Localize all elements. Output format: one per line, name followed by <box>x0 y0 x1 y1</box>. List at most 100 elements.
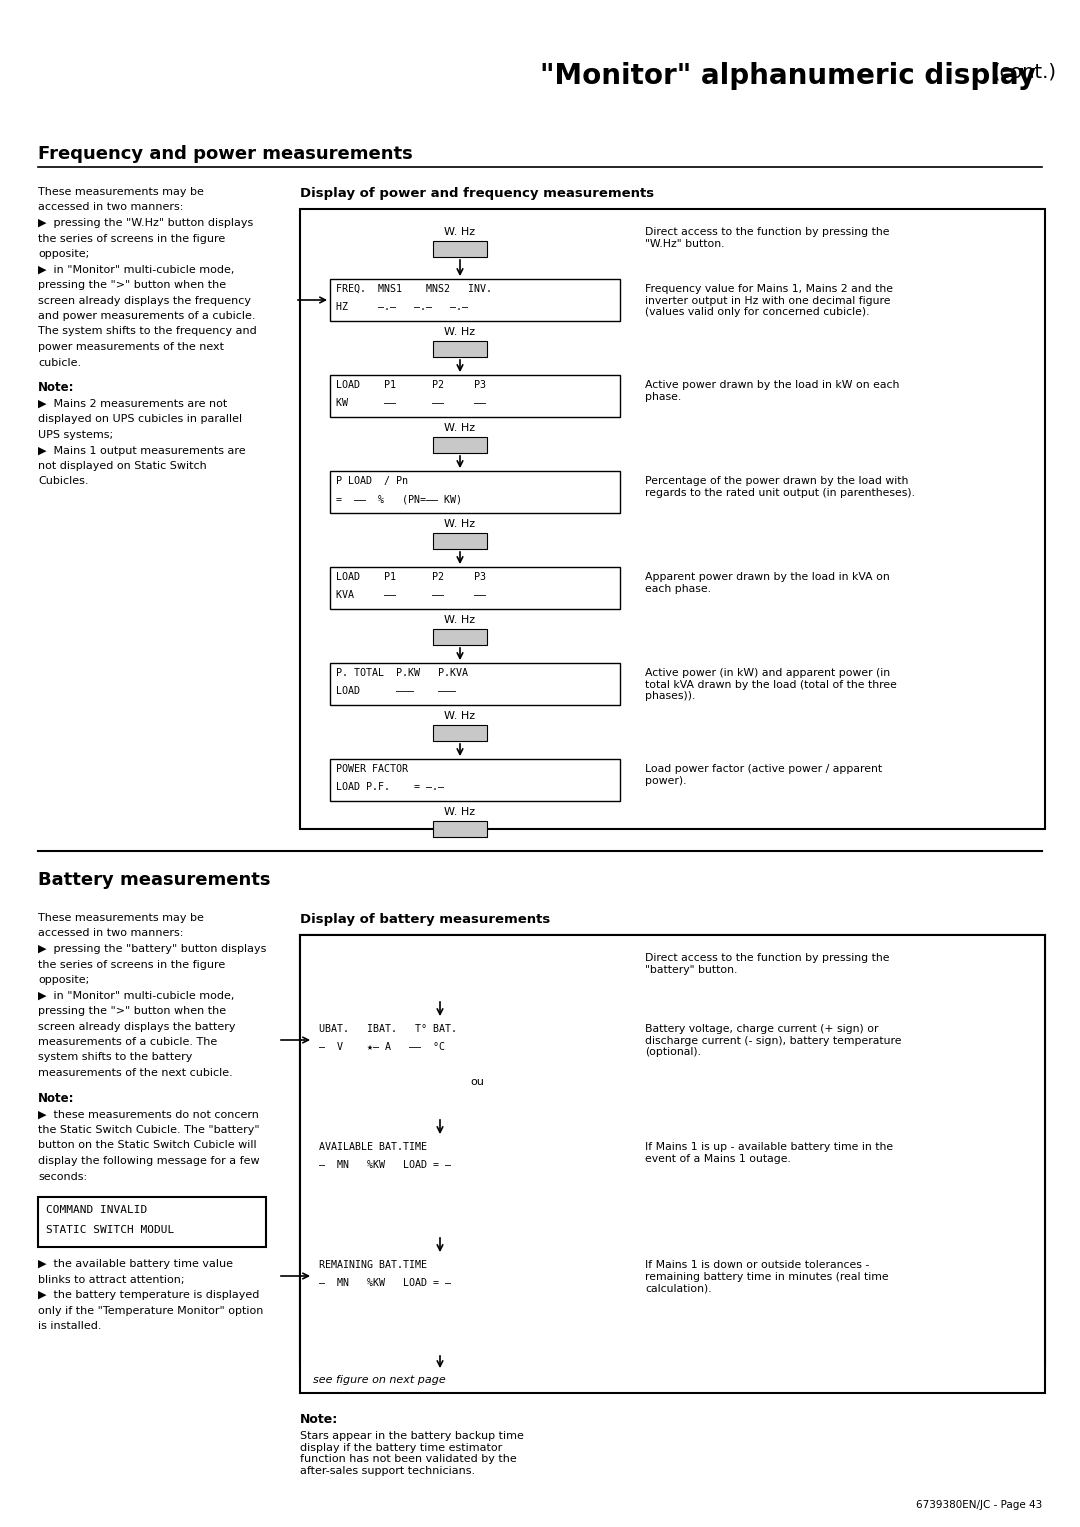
Text: Direct access to the function by pressing the
"battery" button.: Direct access to the function by pressin… <box>645 953 890 974</box>
Text: displayed on UPS cubicles in parallel: displayed on UPS cubicles in parallel <box>38 414 242 425</box>
Text: ▶  in "Monitor" multi-cubicle mode,: ▶ in "Monitor" multi-cubicle mode, <box>38 264 234 275</box>
Text: and power measurements of a cubicle.: and power measurements of a cubicle. <box>38 312 256 321</box>
Text: is installed.: is installed. <box>38 1321 102 1332</box>
Text: ▶  the available battery time value: ▶ the available battery time value <box>38 1258 233 1269</box>
Bar <box>413 1219 467 1235</box>
Text: UBAT.   IBAT.   T° BAT.: UBAT. IBAT. T° BAT. <box>319 1025 457 1034</box>
Text: the Static Switch Cubicle. The "battery": the Static Switch Cubicle. The "battery" <box>38 1125 259 1135</box>
Bar <box>433 241 487 257</box>
Text: power measurements of the next: power measurements of the next <box>38 342 224 353</box>
Bar <box>300 209 1045 829</box>
Bar <box>434 942 446 950</box>
Text: W. Hz: W. Hz <box>445 806 475 817</box>
Text: P. TOTAL  P.KW   P.KVA: P. TOTAL P.KW P.KVA <box>336 667 468 678</box>
Text: measurements of the next cubicle.: measurements of the next cubicle. <box>38 1067 233 1078</box>
Bar <box>330 376 620 417</box>
Text: —  MN   %KW   LOAD = —: — MN %KW LOAD = — <box>319 1161 451 1170</box>
Bar <box>423 948 457 976</box>
Text: COMMAND INVALID: COMMAND INVALID <box>46 1205 147 1215</box>
Text: seconds:: seconds: <box>38 1171 87 1182</box>
Text: accessed in two manners:: accessed in two manners: <box>38 928 184 939</box>
Text: "Monitor" alphanumeric display: "Monitor" alphanumeric display <box>540 63 1036 90</box>
Text: If Mains 1 is down or outside tolerances -
remaining battery time in minutes (re: If Mains 1 is down or outside tolerances… <box>645 1260 889 1293</box>
Text: W. Hz: W. Hz <box>445 519 475 528</box>
Text: Direct access to the function by pressing the
"W.Hz" button.: Direct access to the function by pressin… <box>645 228 890 249</box>
Text: pressing the ">" button when the: pressing the ">" button when the <box>38 1006 226 1015</box>
Text: ▶  Mains 2 measurements are not: ▶ Mains 2 measurements are not <box>38 399 227 409</box>
Bar <box>330 663 620 705</box>
Text: 6739380EN/JC - Page 43: 6739380EN/JC - Page 43 <box>916 1500 1042 1510</box>
Text: system shifts to the battery: system shifts to the battery <box>38 1052 192 1063</box>
Text: POWER FACTOR: POWER FACTOR <box>336 764 408 774</box>
Text: Note:: Note: <box>300 1412 338 1426</box>
Text: ▶  in "Monitor" multi-cubicle mode,: ▶ in "Monitor" multi-cubicle mode, <box>38 991 234 1000</box>
Text: W. Hz: W. Hz <box>445 228 475 237</box>
Text: ▶  pressing the "W.Hz" button displays: ▶ pressing the "W.Hz" button displays <box>38 218 253 228</box>
Text: ▶  Mains 1 output measurements are: ▶ Mains 1 output measurements are <box>38 446 245 455</box>
Text: measurements of a cubicle. The: measurements of a cubicle. The <box>38 1037 217 1048</box>
Text: LOAD    P1      P2     P3: LOAD P1 P2 P3 <box>336 380 486 389</box>
Text: P LOAD  / Pn: P LOAD / Pn <box>336 476 408 486</box>
Text: STATIC SWITCH MODUL: STATIC SWITCH MODUL <box>46 1225 174 1235</box>
Bar <box>313 1138 608 1179</box>
Text: UPS systems;: UPS systems; <box>38 431 113 440</box>
Text: button on the Static Switch Cubicle will: button on the Static Switch Cubicle will <box>38 1141 257 1150</box>
Text: not displayed on Static Switch: not displayed on Static Switch <box>38 461 206 470</box>
Text: opposite;: opposite; <box>38 249 90 260</box>
Bar <box>413 1338 467 1353</box>
Text: LOAD    P1      P2     P3: LOAD P1 P2 P3 <box>336 573 486 582</box>
Text: The system shifts to the frequency and: The system shifts to the frequency and <box>38 327 257 336</box>
Text: blinks to attract attention;: blinks to attract attention; <box>38 1275 185 1284</box>
Bar <box>413 983 467 999</box>
Bar <box>423 1306 457 1332</box>
Bar <box>313 1019 608 1061</box>
Text: HZ     —.—   —.—   —.—: HZ —.— —.— —.— <box>336 302 468 312</box>
Text: screen already displays the battery: screen already displays the battery <box>38 1022 235 1032</box>
Text: only if the "Temperature Monitor" option: only if the "Temperature Monitor" option <box>38 1306 264 1315</box>
Text: LOAD P.F.    = —.—: LOAD P.F. = —.— <box>336 782 444 793</box>
Text: opposite;: opposite; <box>38 976 90 985</box>
Bar <box>433 341 487 357</box>
Bar <box>434 1180 446 1188</box>
Bar <box>433 725 487 741</box>
Bar <box>300 935 1045 1393</box>
Bar <box>330 279 620 321</box>
Text: =  ——  %   (PN=—— KW): = —— % (PN=—— KW) <box>336 495 462 504</box>
Text: Apparent power drawn by the load in kVA on
each phase.: Apparent power drawn by the load in kVA … <box>645 573 890 594</box>
Text: accessed in two manners:: accessed in two manners: <box>38 203 184 212</box>
Text: LOAD      ———    ———: LOAD ——— ——— <box>336 686 456 696</box>
Text: REMAINING BAT.TIME: REMAINING BAT.TIME <box>319 1260 427 1270</box>
Bar <box>423 1186 457 1212</box>
Text: W. Hz: W. Hz <box>445 615 475 625</box>
Text: Frequency and power measurements: Frequency and power measurements <box>38 145 413 163</box>
Text: pressing the ">" button when the: pressing the ">" button when the <box>38 279 226 290</box>
Text: W. Hz: W. Hz <box>445 327 475 337</box>
Bar <box>423 1069 457 1095</box>
Text: Active power (in kW) and apparent power (in
total kVA drawn by the load (total o: Active power (in kW) and apparent power … <box>645 667 896 701</box>
Text: Battery measurements: Battery measurements <box>38 870 270 889</box>
Text: screen already displays the frequency: screen already displays the frequency <box>38 296 251 305</box>
Bar <box>433 533 487 550</box>
Text: FREQ.  MNS1    MNS2   INV.: FREQ. MNS1 MNS2 INV. <box>336 284 492 295</box>
Text: see figure on next page: see figure on next page <box>313 1374 446 1385</box>
Text: Stars appear in the battery backup time
display if the battery time estimator
fu: Stars appear in the battery backup time … <box>300 1431 524 1475</box>
Text: cubicle.: cubicle. <box>38 357 81 368</box>
Text: These measurements may be: These measurements may be <box>38 186 204 197</box>
Text: KVA     ——      ——     ——: KVA —— —— —— <box>336 589 486 600</box>
Text: Note:: Note: <box>38 382 75 394</box>
Text: Percentage of the power drawn by the load with
regards to the rated unit output : Percentage of the power drawn by the loa… <box>645 476 915 498</box>
Bar <box>433 629 487 644</box>
Bar <box>434 1298 446 1306</box>
Bar <box>313 1255 608 1296</box>
Bar <box>413 1101 467 1116</box>
Text: Display of power and frequency measurements: Display of power and frequency measureme… <box>300 186 654 200</box>
Bar <box>433 437 487 454</box>
Text: KW      ——      ——     ——: KW —— —— —— <box>336 399 486 408</box>
Bar <box>300 935 1045 1365</box>
Text: Note:: Note: <box>38 1092 75 1104</box>
Text: ou: ou <box>470 1077 484 1087</box>
Text: Cubicles.: Cubicles. <box>38 476 89 487</box>
Text: ▶  the battery temperature is displayed: ▶ the battery temperature is displayed <box>38 1290 259 1299</box>
Text: ▶  pressing the "battery" button displays: ▶ pressing the "battery" button displays <box>38 944 267 954</box>
Text: display the following message for a few: display the following message for a few <box>38 1156 259 1167</box>
